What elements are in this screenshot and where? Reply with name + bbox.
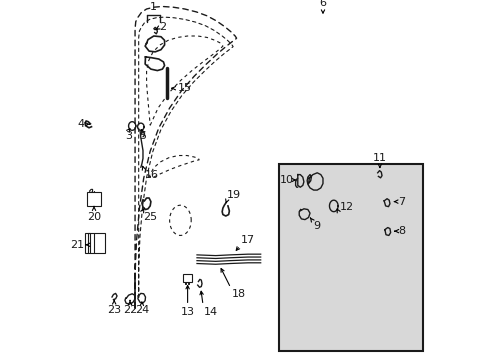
Text: 22: 22: [122, 305, 137, 315]
Text: 21: 21: [70, 240, 84, 250]
Text: 20: 20: [87, 212, 101, 222]
Text: 9: 9: [312, 221, 319, 231]
Text: 15: 15: [177, 83, 191, 93]
Text: 7: 7: [398, 197, 405, 207]
Text: 13: 13: [180, 307, 194, 317]
Text: 3: 3: [125, 131, 132, 141]
Text: 25: 25: [142, 212, 157, 222]
Text: 10: 10: [279, 175, 293, 185]
Text: 11: 11: [372, 153, 386, 163]
Text: 1: 1: [150, 2, 157, 12]
Text: 19: 19: [227, 190, 241, 200]
Bar: [85, 233, 105, 253]
Text: 23: 23: [107, 305, 121, 315]
Text: 8: 8: [398, 226, 405, 236]
Bar: [87, 192, 101, 206]
Bar: [183, 274, 192, 282]
Text: 5: 5: [139, 131, 146, 141]
Text: 12: 12: [339, 202, 353, 212]
Text: 2: 2: [159, 22, 165, 32]
Text: 18: 18: [231, 289, 245, 299]
Text: 16: 16: [144, 170, 158, 180]
Text: 6: 6: [319, 0, 326, 8]
Text: 14: 14: [203, 307, 217, 317]
Text: 4: 4: [78, 119, 84, 129]
Bar: [278, 164, 422, 351]
Text: 24: 24: [135, 305, 149, 315]
Text: 17: 17: [241, 235, 255, 245]
